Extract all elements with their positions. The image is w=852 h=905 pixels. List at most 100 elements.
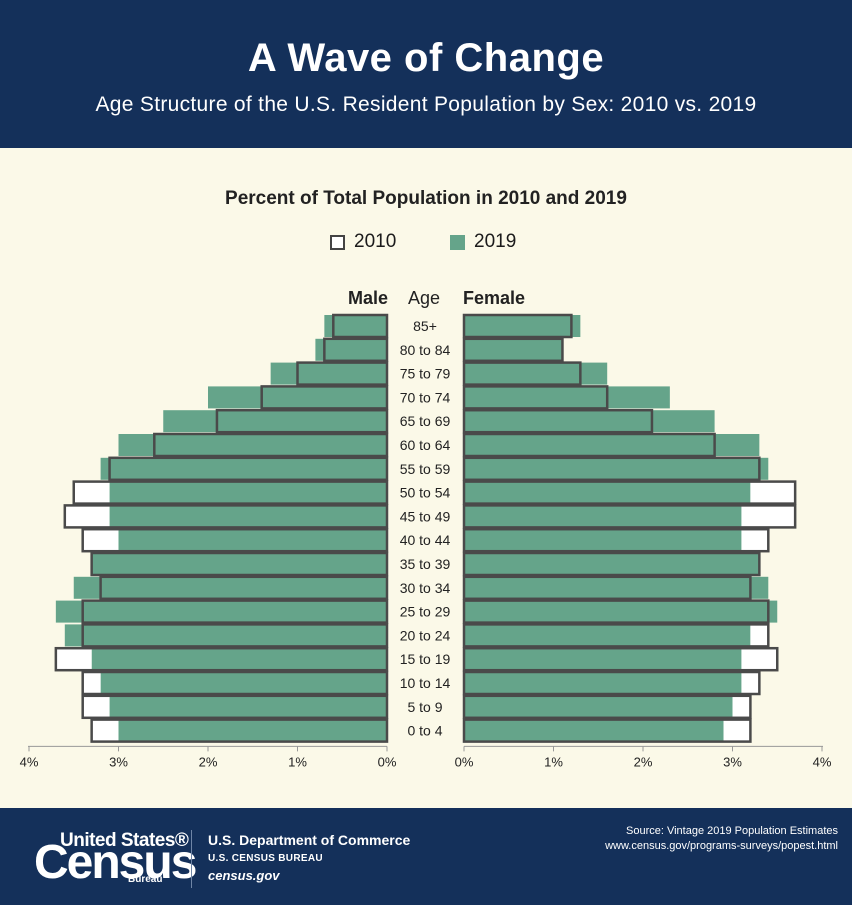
age-labels-group: 85+ 80 to 84 75 to 79 70 to 74 65 to 69 60 to…	[400, 318, 451, 739]
chart-title: Percent of Total Population in 2010 and …	[225, 188, 627, 209]
bar-male-2019-45-to-49	[109, 505, 388, 528]
age-label-20-to-24: 20 to 24	[400, 627, 451, 643]
age-label-10-to-14: 10 to 14	[400, 675, 451, 691]
bar-female-2019-10-to-14	[464, 672, 742, 694]
bar-male-2010-55-to-59	[108, 456, 389, 482]
bar-male-2019-10-to-14	[100, 672, 387, 694]
footer-divider	[191, 830, 192, 888]
bar-male-2019-85plus	[324, 315, 387, 337]
age-label-75-to-79: 75 to 79	[400, 366, 451, 382]
x-tick-label-right-3: 3%	[723, 754, 742, 769]
bar-female-2010-80-to-84	[462, 337, 564, 363]
bar-male-2019-25-to-29	[55, 600, 387, 623]
age-label-70-to-74: 70 to 74	[400, 389, 451, 405]
legend-item-2010: 2010	[330, 230, 396, 254]
department-name: U.S. Department of Commerce	[208, 832, 411, 848]
bar-female-2019-50-to-54	[464, 481, 751, 504]
age-label-50-to-54: 50 to 54	[400, 485, 451, 501]
bar-female-2019-85plus	[464, 315, 581, 337]
bar-male-2010-60-to-64	[153, 432, 389, 458]
bar-male-2010-85plus	[332, 313, 389, 339]
source-url[interactable]: www.census.gov/programs-surveys/popest.h…	[605, 840, 838, 852]
bar-male-2019-75-to-79	[270, 362, 387, 385]
bars-2010-group	[54, 313, 797, 743]
age-label-60-to-64: 60 to 64	[400, 437, 451, 453]
department-block: U.S. Department of Commerce U.S. CENSUS …	[208, 832, 410, 883]
page-subtitle: Age Structure of the U.S. Resident Popul…	[95, 93, 757, 116]
bar-female-2019-0-to-4	[464, 719, 724, 742]
census-website-link[interactable]: census.gov	[208, 868, 280, 883]
bar-female-2010-excess-5-to-9	[732, 695, 751, 718]
bar-male-2010-80-to-84	[323, 337, 389, 363]
x-tick-label-right-1: 1%	[544, 754, 563, 769]
bar-male-2010-50-to-54	[72, 480, 389, 505]
bar-male-2019-0-to-4	[118, 719, 387, 742]
legend-label-2010: 2010	[354, 231, 397, 252]
bar-female-2019-15-to-19	[464, 648, 742, 671]
bar-male-2019-55-to-59	[100, 457, 387, 480]
bar-female-2019-25-to-29	[464, 600, 778, 623]
bar-female-2010-85plus	[462, 313, 573, 339]
bureau-name: U.S. CENSUS BUREAU	[208, 853, 323, 864]
bar-female-2019-75-to-79	[464, 362, 608, 385]
bar-female-2010-excess-20-to-24	[750, 624, 769, 647]
axes-group: 4% 3% 2% 1% 0% 0% 1% 2% 3% 4%	[20, 745, 832, 769]
legend-item-2019: 2019	[450, 230, 516, 254]
bar-male-2010-40-to-44	[81, 527, 389, 553]
bar-male-2010-0-to-4	[90, 718, 389, 743]
bar-female-2010-10-to-14	[462, 670, 761, 696]
age-label-35-to-39: 35 to 39	[400, 556, 451, 572]
bar-female-2010-excess-40-to-44	[741, 529, 769, 552]
census-logo-bureau: Bureau	[128, 874, 163, 885]
legend-label-2019: 2019	[474, 231, 517, 252]
bar-male-2010-20-to-24	[81, 623, 389, 648]
bar-female-2010-20-to-24	[462, 623, 770, 648]
footer: United States® Census Bureau U.S. Depart…	[0, 808, 852, 905]
x-tick-label-right-4: 4%	[813, 754, 832, 769]
x-tick-label-left-4: 0%	[378, 754, 397, 769]
age-label-5-to-9: 5 to 9	[407, 699, 442, 715]
bar-male-2010-75-to-79	[296, 361, 389, 386]
page-title: A Wave of Change	[247, 36, 605, 80]
bar-male-2010-excess-45-to-49	[64, 505, 110, 528]
population-pyramid-chart: Male Age Female 85+ 80 to 84 75 to 79 70 to…	[20, 288, 832, 769]
bar-female-2010-excess-10-to-14	[741, 672, 760, 694]
age-label-40-to-44: 40 to 44	[400, 532, 451, 548]
bar-female-2010-75-to-79	[462, 361, 582, 386]
bar-male-2019-20-to-24	[64, 624, 388, 647]
female-label: Female	[463, 288, 525, 308]
bar-female-2010-excess-0-to-4	[723, 719, 751, 742]
source-text: Source: Vintage 2019 Population Estimate…	[626, 825, 838, 837]
bar-male-2010-5-to-9	[81, 694, 389, 720]
bar-female-2010-65-to-69	[462, 408, 654, 434]
bar-male-2019-5-to-9	[109, 695, 388, 718]
bar-female-2019-5-to-9	[464, 695, 733, 718]
bar-male-2010-65-to-69	[215, 408, 389, 434]
bar-male-2010-25-to-29	[81, 599, 389, 624]
bar-female-2010-excess-50-to-54	[750, 481, 796, 504]
census-logo-line1: United States®	[60, 830, 189, 851]
x-tick-label-right-0: 0%	[455, 754, 474, 769]
bar-male-2019-15-to-19	[91, 648, 388, 671]
bar-female-2019-30-to-34	[464, 576, 769, 599]
bar-male-2010-excess-50-to-54	[73, 481, 110, 504]
bar-female-2010-5-to-9	[462, 694, 752, 720]
bar-female-2010-excess-45-to-49	[741, 505, 796, 528]
age-label-55-to-59: 55 to 59	[400, 461, 451, 477]
bar-male-2019-35-to-39	[91, 553, 388, 575]
bar-male-2010-15-to-19	[54, 646, 389, 672]
age-label-0-to-4: 0 to 4	[407, 723, 442, 739]
bar-female-2010-60-to-64	[462, 432, 716, 458]
bar-male-2019-70-to-74	[208, 386, 387, 409]
bar-female-2010-55-to-59	[462, 456, 761, 482]
bar-male-2010-45-to-49	[63, 504, 389, 529]
bar-male-2019-30-to-34	[73, 576, 387, 599]
bar-male-2010-35-to-39	[90, 551, 389, 577]
bar-male-2019-80-to-84	[315, 338, 387, 361]
bar-female-2010-25-to-29	[462, 599, 770, 624]
bar-female-2010-50-to-54	[462, 480, 797, 505]
age-label-30-to-34: 30 to 34	[400, 580, 451, 596]
male-label: Male	[348, 288, 388, 308]
bar-female-2010-45-to-49	[462, 504, 797, 529]
x-tick-label-right-2: 2%	[634, 754, 653, 769]
